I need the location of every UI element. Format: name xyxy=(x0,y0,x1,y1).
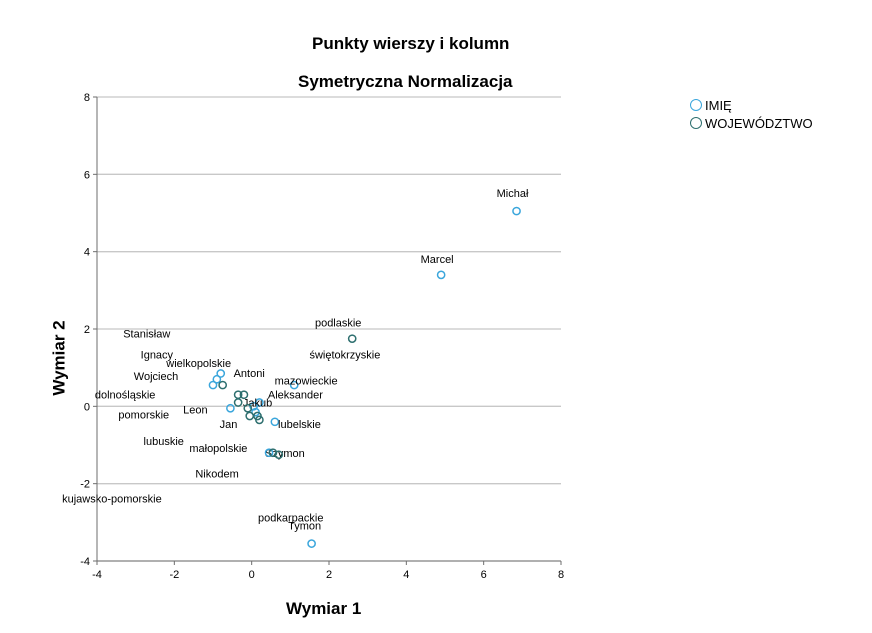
point-wojewodztwo-7 xyxy=(245,411,255,421)
point-label-imie-12: Tymon xyxy=(288,521,321,533)
legend: IMIĘ WOJEWÓDZTWO xyxy=(690,96,813,132)
point-label-imie-1: Marcel xyxy=(421,254,454,266)
x-tick-label-3: 2 xyxy=(326,569,332,581)
point-label-wojewodztwo-3: mazowieckie xyxy=(275,376,338,388)
point-imie-6 xyxy=(255,398,264,407)
point-label-imie-4: Wojciech xyxy=(134,371,178,383)
point-label-wojewodztwo-10: podkarpackie xyxy=(258,513,323,525)
point-wojewodztwo-8 xyxy=(255,415,264,425)
x-axis-label: Wymiar 1 xyxy=(286,599,362,618)
point-label-imie-7: Jakub xyxy=(243,397,272,409)
point-imie-0 xyxy=(512,206,521,216)
legend-label-imie: IMIĘ xyxy=(705,97,732,113)
point-label-wojewodztwo-2: wielkopolskie xyxy=(165,358,231,370)
y-axis-label: Wymiar 2 xyxy=(49,320,69,396)
y-tick-label-1: -2 xyxy=(80,479,90,491)
x-tick-label-1: -2 xyxy=(169,569,179,581)
point-wojewodztwo-1 xyxy=(239,390,249,400)
point-wojewodztwo-10 xyxy=(274,450,284,460)
point-imie-11 xyxy=(264,448,274,458)
point-label-imie-6: Aleksander xyxy=(268,389,323,401)
point-imie-12 xyxy=(307,539,316,548)
point-imie-3 xyxy=(212,374,222,384)
point-label-wojewodztwo-5: pomorskie xyxy=(118,409,169,421)
point-label-imie-10: Szymon xyxy=(265,448,305,460)
point-label-wojewodztwo-0: podlaskie xyxy=(315,318,361,330)
point-wojewodztwo-9 xyxy=(268,448,278,458)
chart-subtitle: Symetryczna Normalizacja xyxy=(298,72,513,91)
legend-marker-wojewodztwo xyxy=(690,117,702,129)
point-label-wojewodztwo-8: małopolskie xyxy=(189,443,247,455)
x-tick-label-6: 8 xyxy=(558,569,564,581)
point-label-imie-11: Nikodem xyxy=(195,469,238,481)
legend-marker-imie xyxy=(690,99,702,111)
point-label-wojewodztwo-1: świętokrzyskie xyxy=(309,350,380,362)
point-imie-2 xyxy=(216,369,226,378)
y-tick-label-2: 0 xyxy=(84,401,90,413)
point-imie-4 xyxy=(208,380,218,390)
legend-item-imie: IMIĘ xyxy=(690,96,813,114)
point-imie-7 xyxy=(249,401,258,411)
point-imie-1 xyxy=(436,270,446,280)
point-wojewodztwo-2 xyxy=(218,380,228,390)
point-label-imie-9: Jan xyxy=(220,419,238,431)
point-imie-8 xyxy=(226,403,235,413)
y-tick-label-3: 2 xyxy=(84,324,90,336)
point-label-imie-8: Leon xyxy=(183,404,207,416)
point-label-imie-2: Stanisław xyxy=(123,328,170,340)
point-wojewodztwo-5 xyxy=(243,403,253,413)
y-tick-label-5: 6 xyxy=(84,169,90,181)
point-wojewodztwo-4 xyxy=(233,398,243,407)
point-label-wojewodztwo-4: dolnośląskie xyxy=(95,389,156,401)
point-imie-5 xyxy=(289,380,299,390)
y-tick-label-6: 8 xyxy=(84,92,90,104)
point-imie-10 xyxy=(270,417,280,427)
point-label-wojewodztwo-7: lubuskie xyxy=(144,436,184,448)
point-label-imie-0: Michał xyxy=(497,188,529,200)
point-label-wojewodztwo-6: lubelskie xyxy=(278,419,321,431)
x-tick-label-4: 4 xyxy=(403,569,409,581)
x-tick-label-5: 6 xyxy=(481,569,487,581)
legend-label-wojewodztwo: WOJEWÓDZTWO xyxy=(705,115,813,131)
point-wojewodztwo-0 xyxy=(347,334,357,344)
y-tick-label-0: -4 xyxy=(80,556,90,568)
point-label-imie-5: Antoni xyxy=(234,368,265,380)
chart-title: Punkty wierszy i kolumn xyxy=(312,34,510,53)
point-label-imie-3: Ignacy xyxy=(141,349,174,361)
x-tick-label-2: 0 xyxy=(249,569,255,581)
x-tick-label-0: -4 xyxy=(92,569,102,581)
point-label-wojewodztwo-9: kujawsko-pomorskie xyxy=(62,494,162,506)
legend-item-wojewodztwo: WOJEWÓDZTWO xyxy=(690,114,813,132)
y-tick-label-4: 4 xyxy=(84,247,90,259)
